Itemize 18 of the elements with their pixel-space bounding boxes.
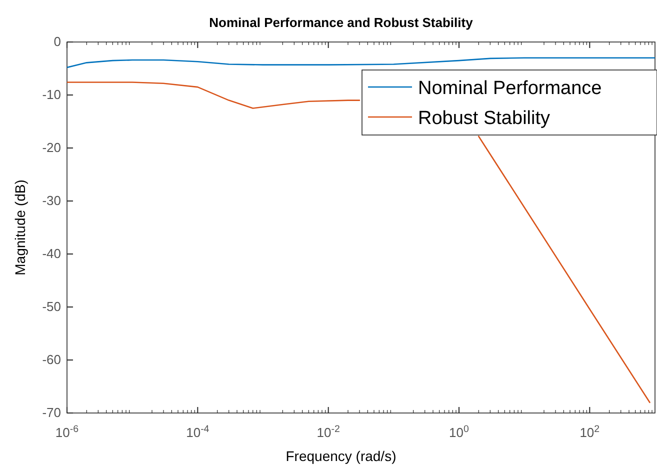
- y-tick-label: -10: [42, 87, 61, 102]
- y-tick-label: -40: [42, 246, 61, 261]
- chart-title: Nominal Performance and Robust Stability: [209, 15, 474, 30]
- y-tick-label: -50: [42, 299, 61, 314]
- y-tick-label: -20: [42, 140, 61, 155]
- x-tick-label: 10$^{-2}$: [316, 424, 340, 440]
- x-tick-label: 10$^{-6}$: [55, 424, 79, 440]
- y-tick-label: -30: [42, 193, 61, 208]
- y-tick-label: -60: [42, 352, 61, 367]
- legend-label: Nominal Performance: [418, 78, 602, 99]
- y-axis-title: Magnitude (dB): [12, 180, 28, 276]
- y-tick-label: 0: [54, 34, 61, 49]
- x-tick-label: 10$^{0}$: [449, 424, 470, 440]
- legend-label: Robust Stability: [418, 108, 551, 129]
- x-axis-title: Frequency (rad/s): [286, 448, 396, 464]
- x-tick-label: 10$^{-4}$: [186, 424, 210, 440]
- x-tick-label: 10$^{2}$: [580, 424, 600, 440]
- y-tick-label: -70: [42, 405, 61, 420]
